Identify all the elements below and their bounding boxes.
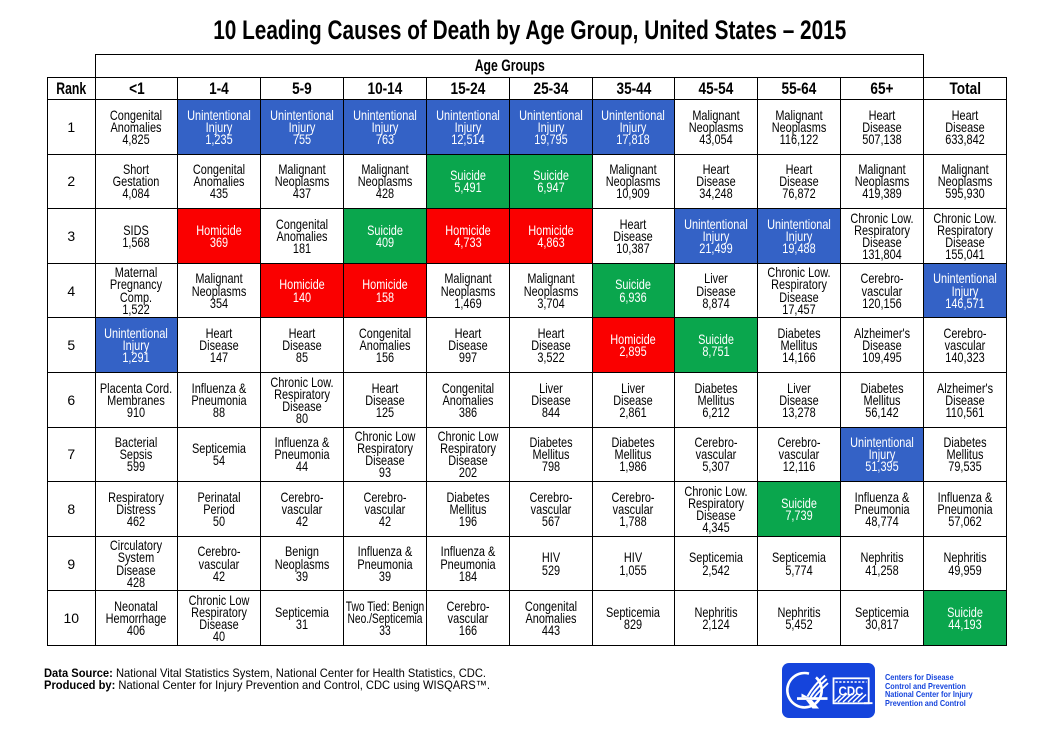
svg-text:CDC: CDC: [839, 684, 864, 699]
